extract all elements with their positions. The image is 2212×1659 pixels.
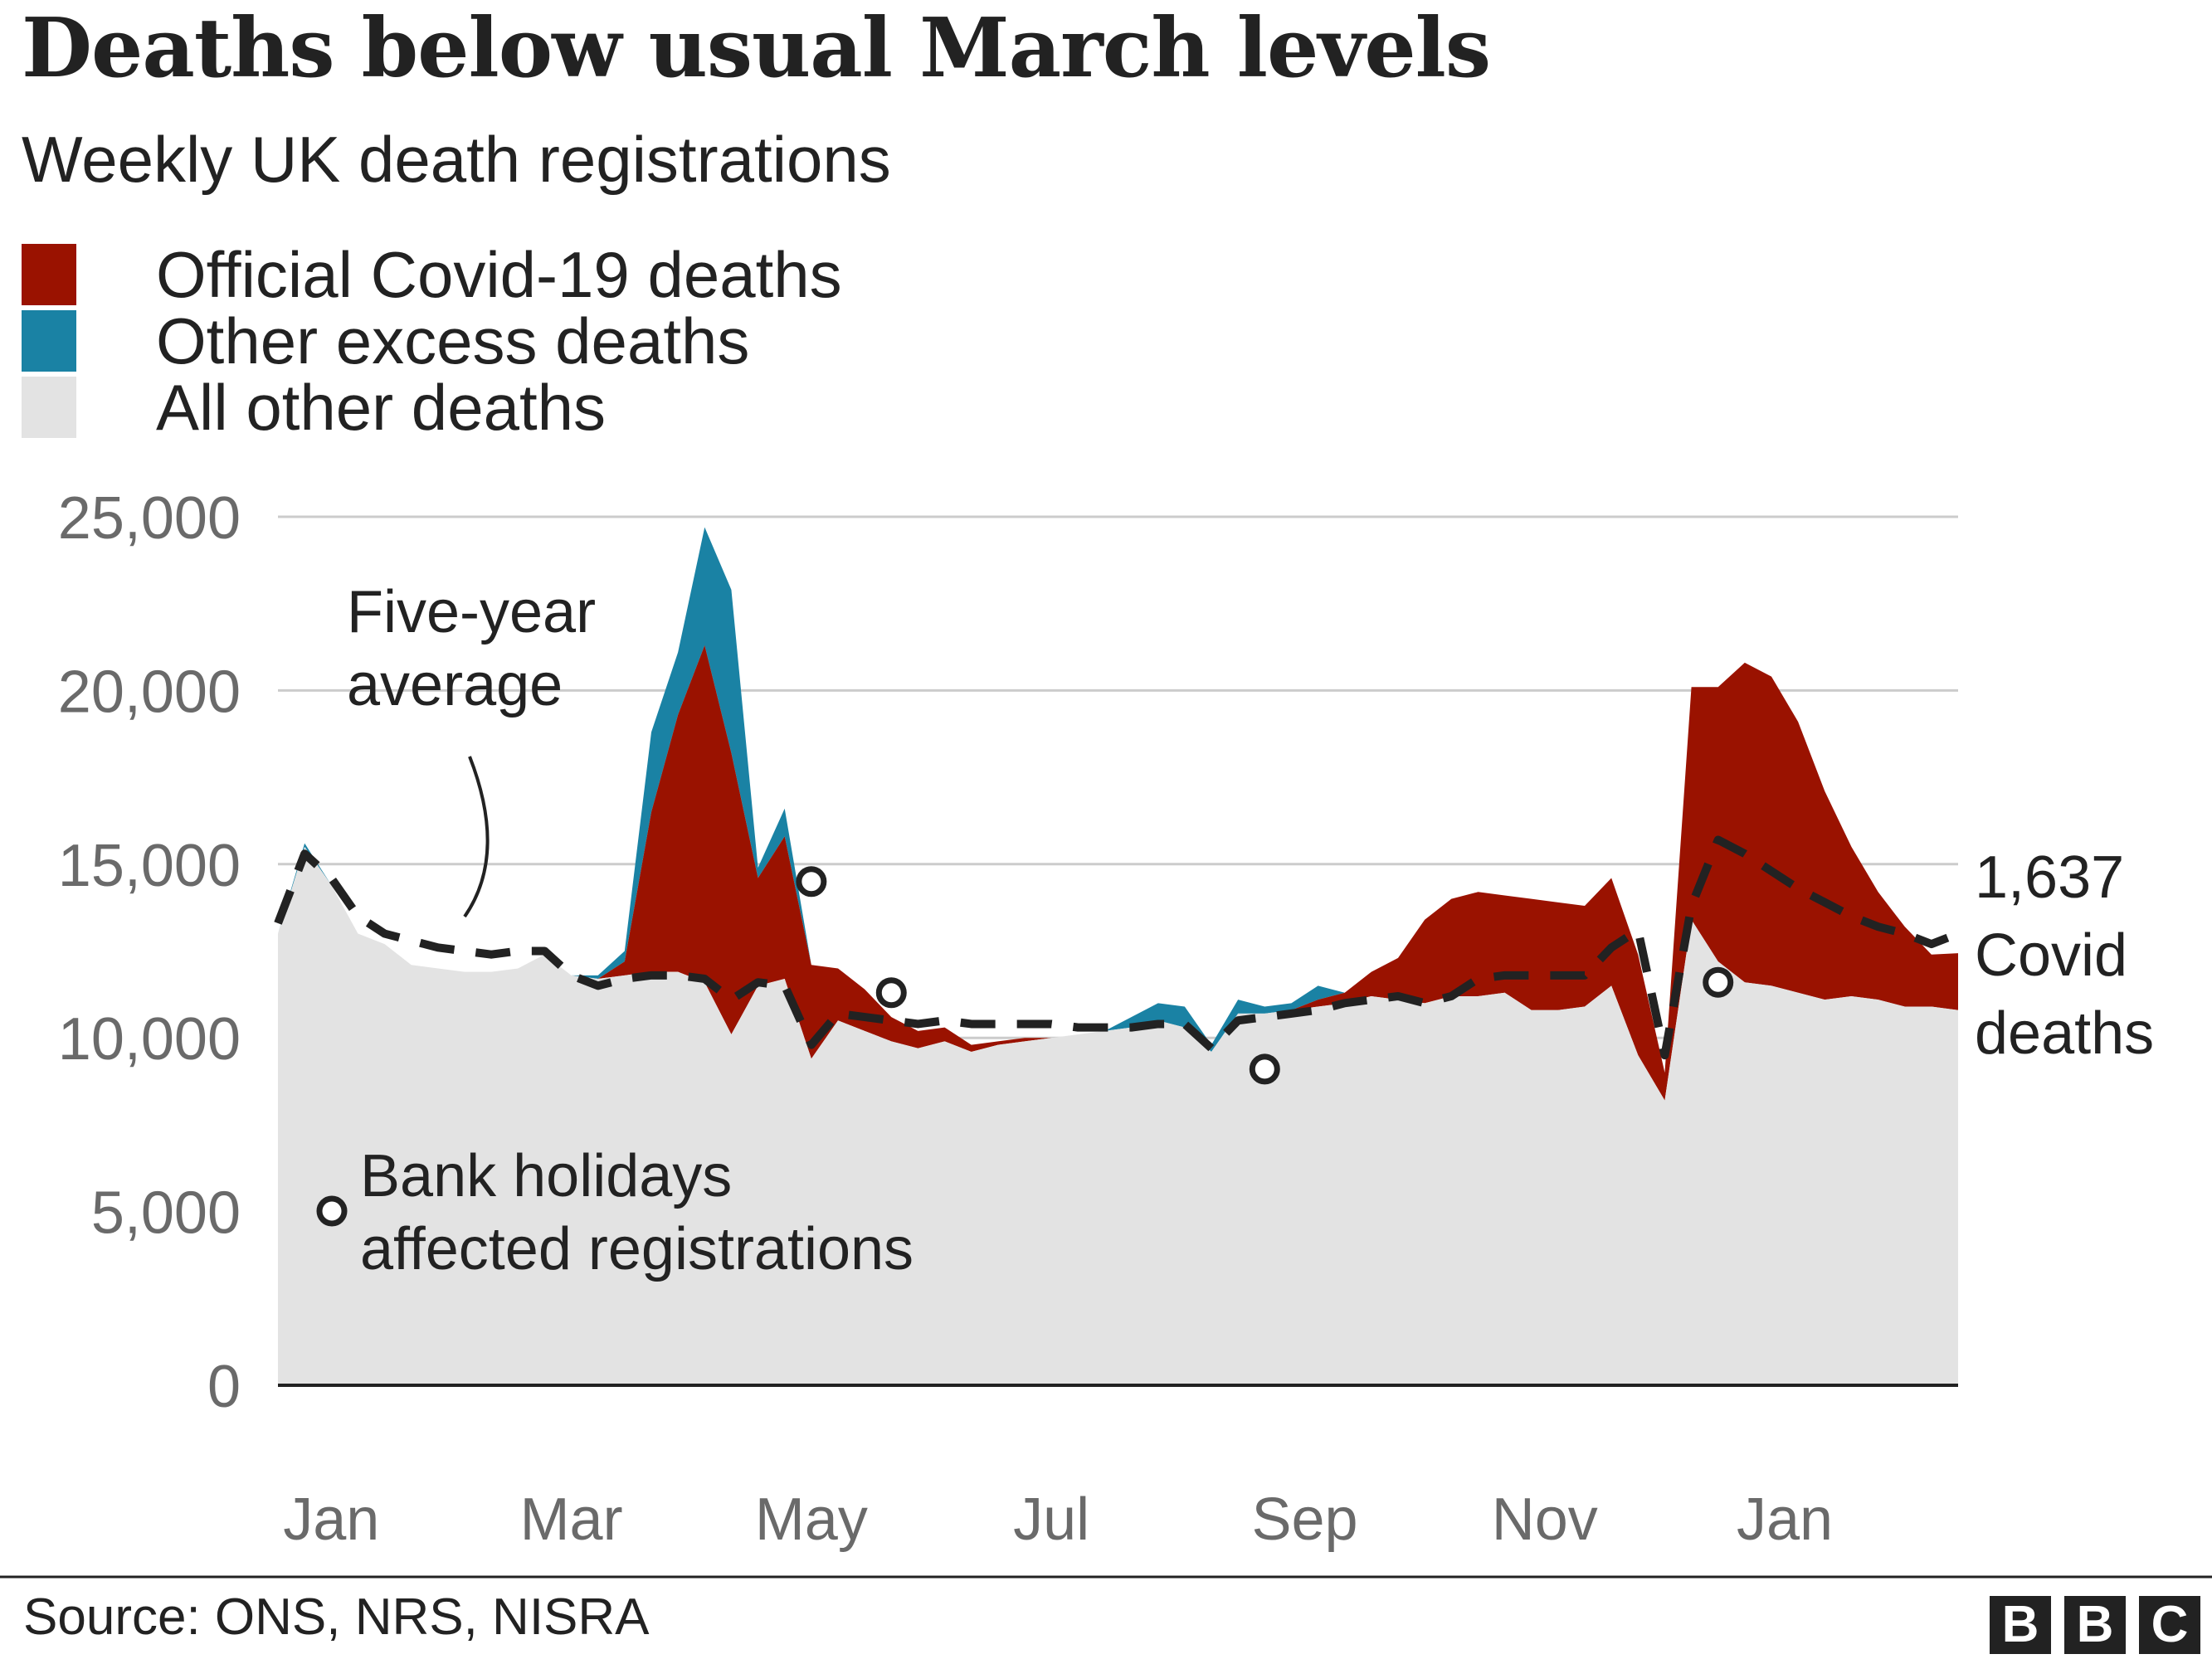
covid-callout-line2: Covid	[1975, 922, 2127, 989]
covid-callout-line1: 1,637	[1975, 844, 2124, 911]
y-tick-label: 25,000	[58, 485, 241, 552]
five-year-average-pointer	[463, 756, 490, 918]
legend-item-all-other: All other deaths	[22, 371, 607, 444]
bbc-logo-block: B	[1990, 1596, 2051, 1654]
legend-swatch-all-other	[22, 377, 76, 438]
x-tick-label: Sep	[1251, 1486, 1357, 1553]
x-tick-label: Mar	[520, 1486, 623, 1553]
bank-holiday-legend-marker	[316, 1195, 348, 1227]
legend-label-all-other: All other deaths	[156, 371, 607, 444]
y-tick-label: 0	[207, 1354, 241, 1420]
bank-holiday-markers	[796, 866, 1734, 1085]
bank-holiday-marker	[1703, 966, 1734, 998]
legend-swatch-other-excess	[22, 310, 76, 372]
legend-label-other-excess: Other excess deaths	[156, 304, 750, 377]
x-tick-label: Nov	[1492, 1486, 1598, 1553]
five-year-average-layer	[274, 835, 1960, 1060]
source-note: Source: ONS, NRS, NISRA	[23, 1588, 650, 1646]
legend-item-covid: Official Covid-19 deaths	[22, 238, 842, 311]
bank-holiday-marker	[875, 977, 907, 1009]
x-tick-label: Jul	[1013, 1486, 1089, 1553]
five-year-average-label-line2: average	[347, 652, 563, 718]
chart-subtitle: Weekly UK death registrations	[22, 123, 891, 196]
y-tick-label: 15,000	[58, 833, 241, 899]
bank-holiday-marker	[796, 866, 827, 898]
x-tick-label: Jan	[283, 1486, 379, 1553]
chart-title: Deaths below usual March levels	[22, 1, 1491, 96]
y-tick-label: 20,000	[58, 659, 241, 725]
bank-holiday-marker	[1249, 1053, 1280, 1085]
bank-holidays-label-line1: Bank holidays	[360, 1143, 732, 1209]
x-tick-label: May	[755, 1486, 868, 1553]
five-year-average-line	[274, 835, 1960, 1060]
x-axis-tick-labels: Jan Mar May Jul Sep Nov Jan	[283, 1486, 1833, 1553]
y-axis-tick-labels: 0 5,000 10,000 15,000 20,000 25,000	[58, 485, 241, 1420]
five-year-average-label-line1: Five-year	[347, 579, 596, 645]
covid-callout-line3: deaths	[1975, 1000, 2154, 1067]
y-tick-label: 10,000	[58, 1006, 241, 1073]
area-official-covid-deaths	[278, 645, 1958, 1101]
bbc-logo-block: B	[2064, 1596, 2126, 1654]
y-tick-label: 5,000	[91, 1180, 241, 1247]
bbc-logo: B B C	[1990, 1596, 2200, 1654]
legend-item-other-excess: Other excess deaths	[22, 304, 750, 377]
legend-label-covid: Official Covid-19 deaths	[156, 238, 842, 311]
legend-swatch-covid	[22, 244, 76, 305]
bank-holidays-label-line2: affected registrations	[360, 1216, 914, 1282]
bbc-logo-block: C	[2139, 1596, 2200, 1654]
x-tick-label: Jan	[1737, 1486, 1833, 1553]
